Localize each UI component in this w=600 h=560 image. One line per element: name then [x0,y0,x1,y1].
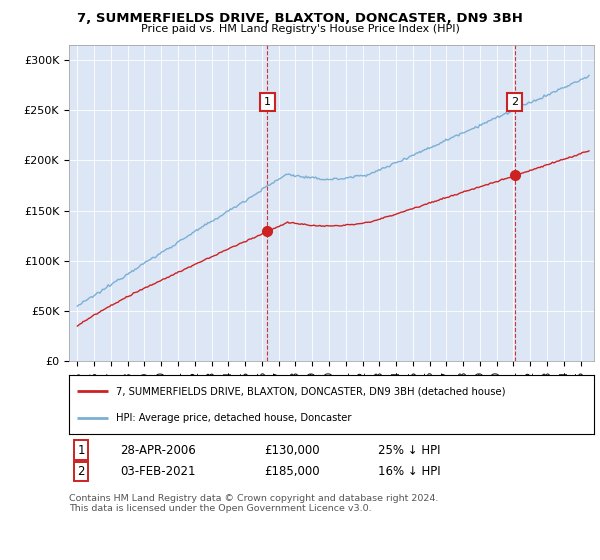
Text: HPI: Average price, detached house, Doncaster: HPI: Average price, detached house, Donc… [116,413,352,423]
Text: 1: 1 [77,444,85,457]
Text: 25% ↓ HPI: 25% ↓ HPI [378,444,440,457]
Text: 1: 1 [264,97,271,107]
Text: Contains HM Land Registry data © Crown copyright and database right 2024.
This d: Contains HM Land Registry data © Crown c… [69,494,439,514]
Text: 2: 2 [77,465,85,478]
Text: 2: 2 [511,97,518,107]
Text: 16% ↓ HPI: 16% ↓ HPI [378,465,440,478]
Text: 7, SUMMERFIELDS DRIVE, BLAXTON, DONCASTER, DN9 3BH: 7, SUMMERFIELDS DRIVE, BLAXTON, DONCASTE… [77,12,523,25]
Text: Price paid vs. HM Land Registry's House Price Index (HPI): Price paid vs. HM Land Registry's House … [140,24,460,34]
Text: £185,000: £185,000 [264,465,320,478]
Text: 03-FEB-2021: 03-FEB-2021 [120,465,196,478]
Text: £130,000: £130,000 [264,444,320,457]
Text: 7, SUMMERFIELDS DRIVE, BLAXTON, DONCASTER, DN9 3BH (detached house): 7, SUMMERFIELDS DRIVE, BLAXTON, DONCASTE… [116,386,506,396]
Text: 28-APR-2006: 28-APR-2006 [120,444,196,457]
